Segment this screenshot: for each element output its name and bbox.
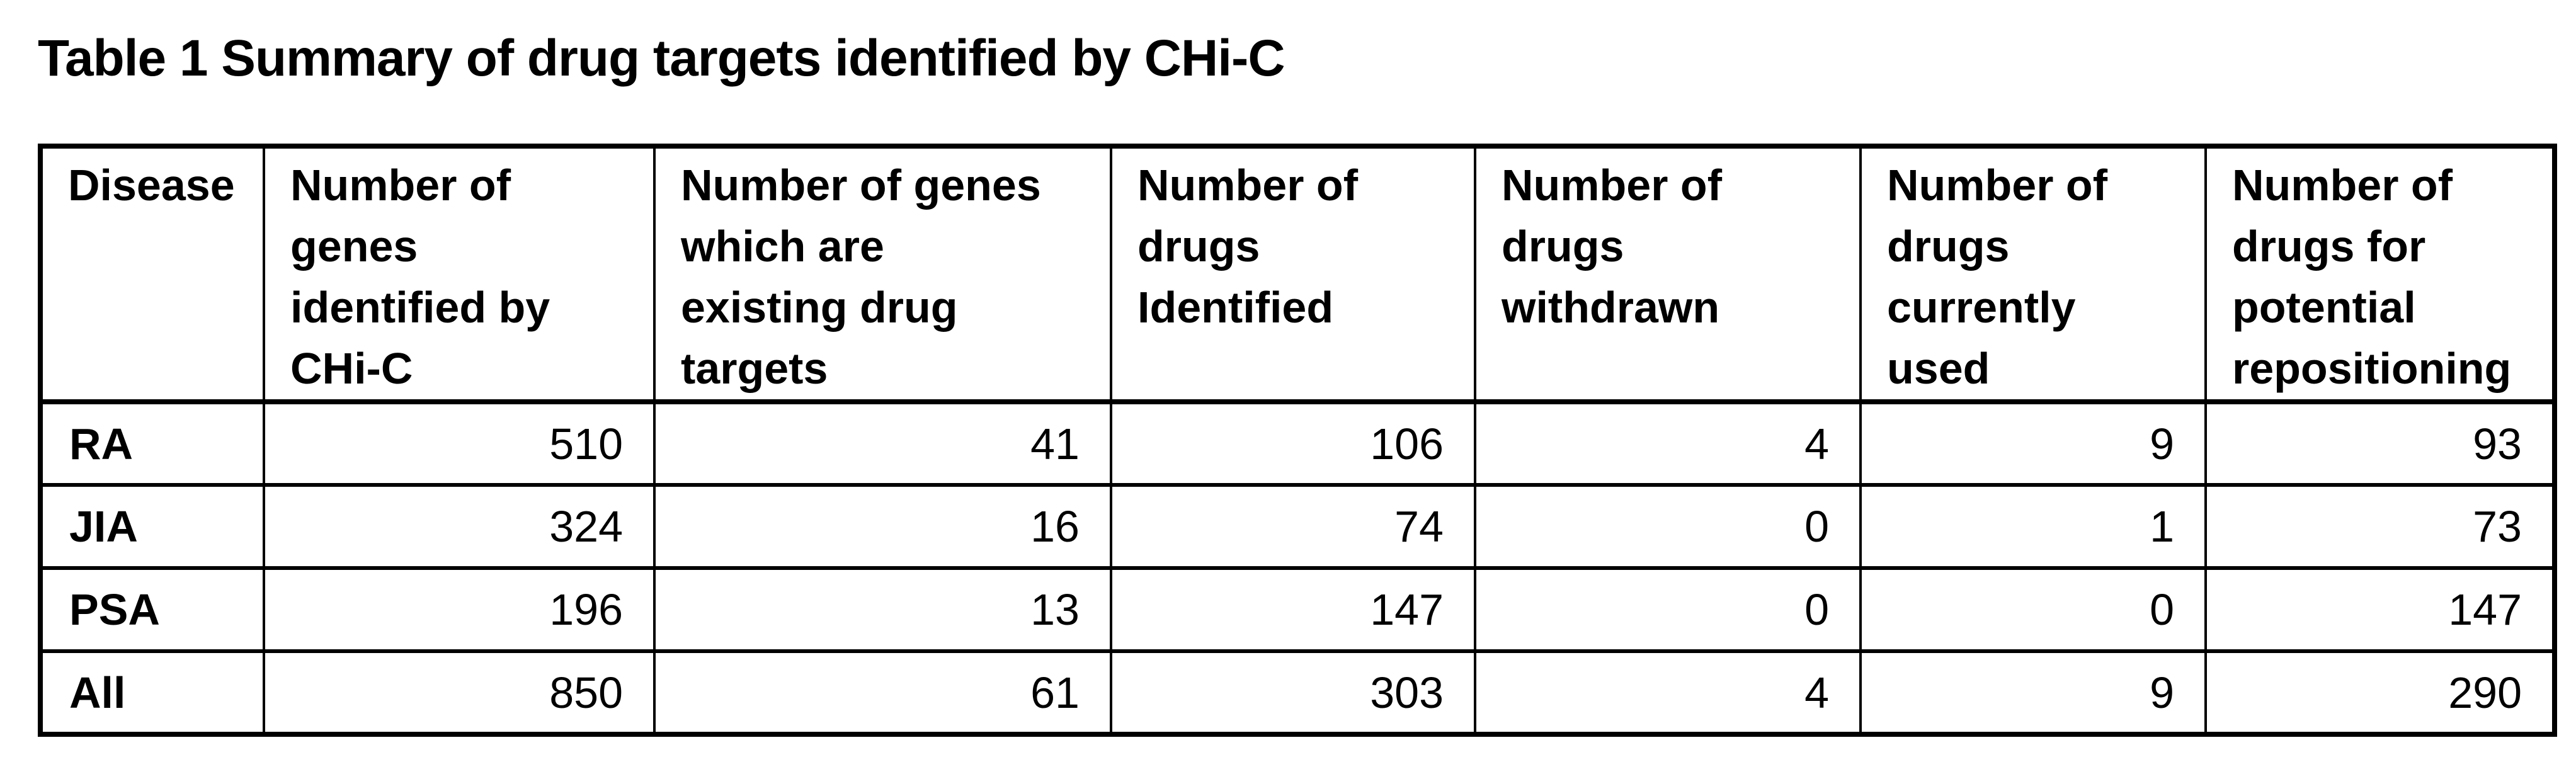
row-label: JIA	[39, 483, 265, 569]
row-label: All	[39, 649, 265, 736]
cell-value: 0	[1474, 566, 1862, 652]
drug-targets-summary-table: Disease Number of genes identified by CH…	[38, 144, 2557, 737]
row-label: PSA	[39, 566, 265, 652]
cell-value: 16	[653, 483, 1112, 569]
row-label: RA	[39, 400, 265, 486]
cell-value: 13	[653, 566, 1112, 652]
header-drugs-withdrawn: Number of drugs withdrawn	[1474, 145, 1862, 404]
cell-value: 1	[1859, 483, 2207, 569]
cell-value: 9	[1859, 400, 2207, 486]
header-genes-existing-targets: Number of genes which are existing drug …	[653, 145, 1112, 404]
cell-value: 73	[2204, 483, 2556, 569]
cell-value: 74	[1110, 483, 1476, 569]
cell-value: 4	[1474, 400, 1862, 486]
cell-value: 196	[263, 566, 656, 652]
header-disease: Disease	[39, 145, 265, 404]
table-row-ra: RA 510 41 106 4 9 93	[39, 400, 2556, 486]
header-drugs-identified: Number of drugs Identified	[1110, 145, 1476, 404]
header-drugs-repositioning: Number of drugs for potential reposition…	[2204, 145, 2556, 404]
header-row: Disease Number of genes identified by CH…	[39, 145, 2556, 404]
cell-value: 41	[653, 400, 1112, 486]
table-row-psa: PSA 196 13 147 0 0 147	[39, 566, 2556, 652]
cell-value: 106	[1110, 400, 1476, 486]
cell-value: 303	[1110, 649, 1476, 736]
cell-value: 9	[1859, 649, 2207, 736]
header-genes-identified: Number of genes identified by CHi-C	[263, 145, 656, 404]
cell-value: 324	[263, 483, 656, 569]
cell-value: 0	[1859, 566, 2207, 652]
cell-value: 0	[1474, 483, 1862, 569]
cell-value: 850	[263, 649, 656, 736]
cell-value: 147	[2204, 566, 2556, 652]
cell-value: 4	[1474, 649, 1862, 736]
table-header: Disease Number of genes identified by CH…	[39, 145, 2556, 404]
cell-value: 510	[263, 400, 656, 486]
table-row-jia: JIA 324 16 74 0 1 73	[39, 483, 2556, 569]
cell-value: 61	[653, 649, 1112, 736]
header-drugs-currently-used: Number of drugs currently used	[1859, 145, 2207, 404]
cell-value: 147	[1110, 566, 1476, 652]
table-row-all: All 850 61 303 4 9 290	[39, 649, 2556, 736]
cell-value: 290	[2204, 649, 2556, 736]
cell-value: 93	[2204, 400, 2556, 486]
table-body: RA 510 41 106 4 9 93 JIA 324 16 74 0 1 7…	[39, 400, 2556, 736]
table-title: Table 1 Summary of drug targets identifi…	[38, 30, 1285, 87]
